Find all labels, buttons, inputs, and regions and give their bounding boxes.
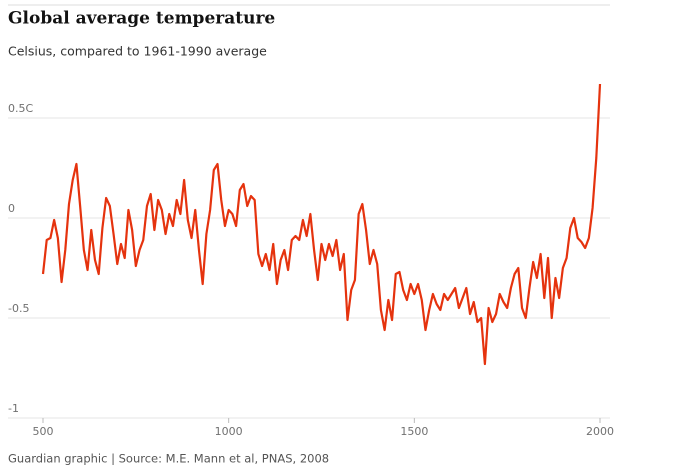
y-tick-label: -0.5: [8, 302, 29, 315]
chart-subtitle: Celsius, compared to 1961-1990 average: [8, 44, 267, 59]
x-tick-label: 1500: [400, 425, 428, 438]
y-tick-label: 0: [8, 202, 15, 215]
temperature-line: [41, 83, 602, 366]
x-tick-label: 1000: [215, 425, 243, 438]
chart-title: Global average temperature: [8, 9, 275, 29]
y-tick-label: -1: [8, 402, 19, 415]
x-tick-label: 2000: [586, 425, 614, 438]
y-tick-label: 0.5C: [8, 102, 33, 115]
chart-source: Guardian graphic | Source: M.E. Mann et …: [8, 452, 329, 466]
x-tick-label: 500: [33, 425, 54, 438]
